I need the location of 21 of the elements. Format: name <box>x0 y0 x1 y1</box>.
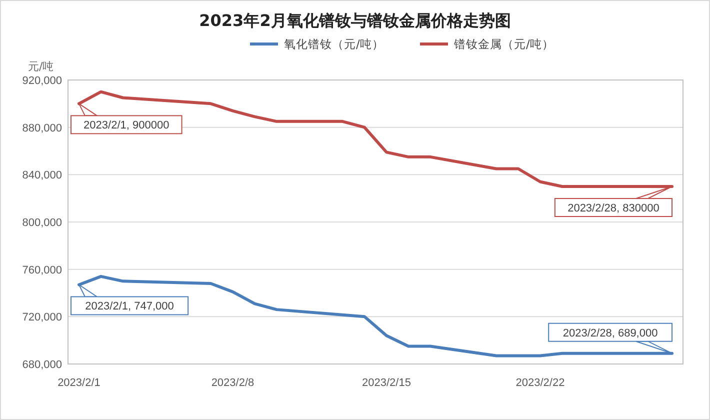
y-tick-label: 880,000 <box>22 122 62 134</box>
x-tick-label: 2023/2/22 <box>516 377 565 389</box>
y-tick-label: 680,000 <box>22 359 62 371</box>
annotation: 2023/2/1, 747,000 <box>85 300 174 313</box>
chart-title: 2023年2月氧化镨钕与镨钕金属价格走势图 <box>199 11 511 30</box>
x-tick-label: 2023/2/8 <box>211 377 254 389</box>
annotation: 2023/2/28, 830000 <box>568 202 660 214</box>
annotation: 2023/2/1, 900000 <box>84 120 170 132</box>
x-tick-label: 2023/2/15 <box>362 377 411 389</box>
y-tick-label: 800,000 <box>22 217 62 229</box>
line-series <box>77 90 674 188</box>
y-axis-title: 元/吨 <box>28 60 54 73</box>
line-series <box>77 274 674 358</box>
legend-label: 镨钕金属（元/吨） <box>453 37 554 51</box>
y-tick-label: 760,000 <box>22 264 62 276</box>
legend-label: 氧化镨钕（元/吨） <box>284 37 384 51</box>
annotation: 2023/2/28, 689,000 <box>562 327 658 340</box>
y-tick-label: 720,000 <box>22 312 62 324</box>
x-tick-label: 2023/2/1 <box>58 377 100 389</box>
y-tick-label: 920,000 <box>22 75 62 87</box>
y-tick-label: 840,000 <box>22 170 62 182</box>
